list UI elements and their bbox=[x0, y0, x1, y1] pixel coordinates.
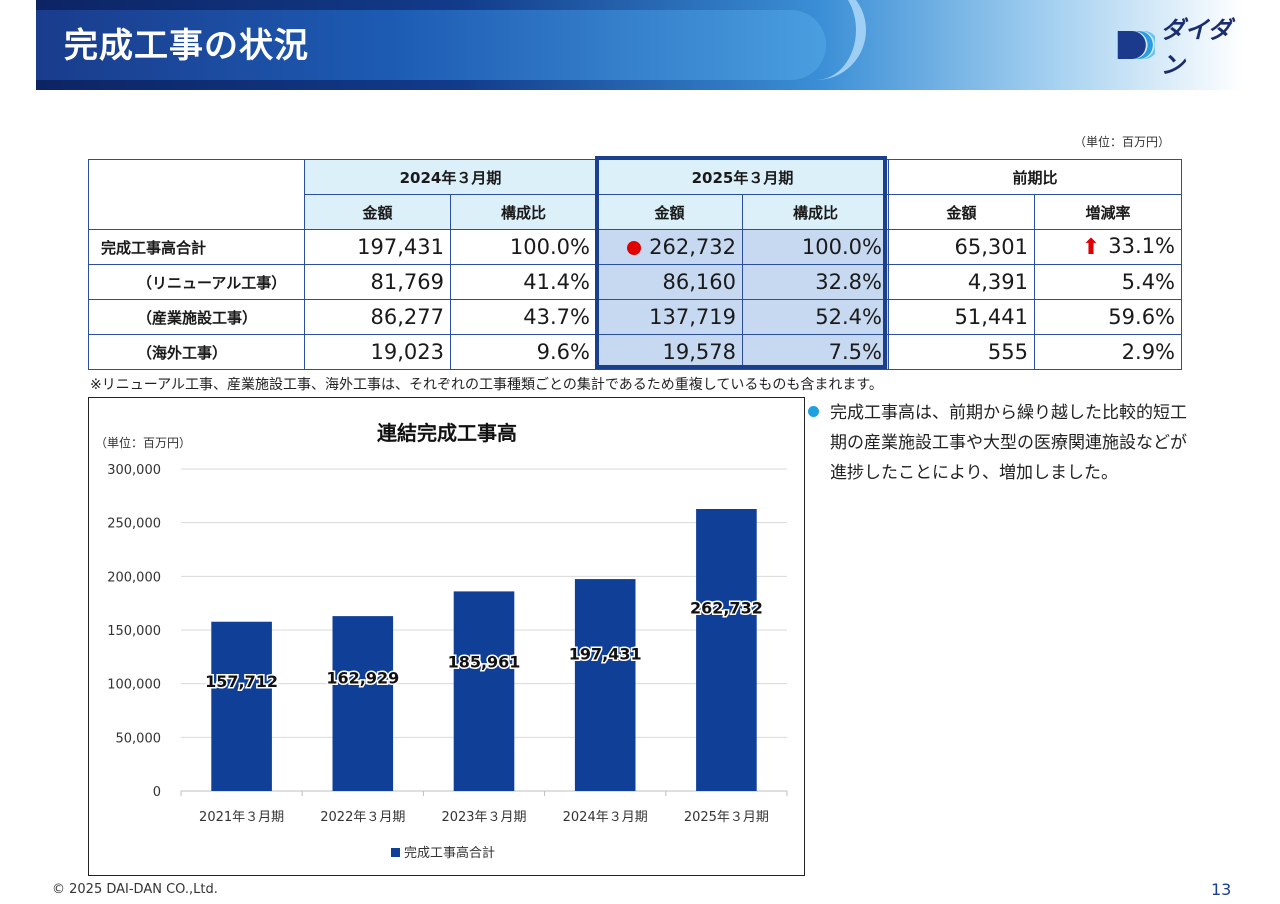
cell-value: 41.4% bbox=[450, 264, 597, 300]
copyright: © 2025 DAI-DAN CO.,Ltd. bbox=[52, 882, 218, 897]
bar-data-label: 185,961 bbox=[448, 652, 521, 671]
cell-value: 5.4% bbox=[1033, 264, 1183, 300]
bar-data-label: 262,732 bbox=[690, 599, 763, 618]
table-row: （産業施設工事） 86,277 43.7% 137,719 52.4% 51,4… bbox=[88, 299, 1183, 335]
header-band bbox=[36, 10, 826, 80]
subheader-ratio: 構成比 bbox=[742, 194, 889, 230]
table-row: （海外工事） 19,023 9.6% 19,578 7.5% 555 2.9% bbox=[88, 334, 1183, 370]
header-banner: 完成工事の状況 ダイダン bbox=[36, 0, 1244, 90]
bar-data-label: 162,929 bbox=[326, 668, 399, 687]
table-footnote: ※リニューアル工事、産業施設工事、海外工事は、それぞれの工事種類ごとの集計である… bbox=[90, 377, 883, 393]
subheader-ratio: 構成比 bbox=[450, 194, 597, 230]
cell-value: 7.5% bbox=[742, 334, 889, 370]
cell-value: 43.7% bbox=[450, 299, 597, 335]
commentary: 完成工事高は、前期から繰り越した比較的短工期の産業施設工事や大型の医療関連施設な… bbox=[808, 398, 1188, 488]
subheader-change-rate: 増減率 bbox=[1033, 194, 1183, 230]
table-row: （リニューアル工事） 81,769 41.4% 86,160 32.8% 4,3… bbox=[88, 264, 1183, 300]
bar bbox=[453, 591, 515, 791]
subheader-amount: 金額 bbox=[596, 194, 743, 230]
table-unit-label: （単位：百万円） bbox=[1073, 135, 1170, 149]
table-header-row: 2024年３月期 2025年３月期 前期比 bbox=[88, 159, 1183, 230]
logo-mark-icon bbox=[1117, 30, 1155, 60]
subheader-amount: 金額 bbox=[304, 194, 451, 230]
y-tick-label: 250,000 bbox=[107, 517, 161, 532]
y-tick-label: 0 bbox=[153, 785, 161, 800]
row-label: （産業施設工事） bbox=[88, 299, 305, 335]
x-tick-label: 2022年３月期 bbox=[320, 810, 405, 825]
subheader-amount: 金額 bbox=[888, 194, 1035, 230]
x-tick-label: 2021年３月期 bbox=[199, 810, 284, 825]
logo-text: ダイダン bbox=[1160, 16, 1232, 79]
cell-value: 197,431 bbox=[304, 229, 451, 265]
legend-swatch bbox=[391, 848, 400, 857]
cell-value: 51,441 bbox=[888, 299, 1035, 335]
x-tick-label: 2024年３月期 bbox=[563, 810, 648, 825]
results-table: 2024年３月期 2025年３月期 前期比 金額 構成比 金額 構成比 金額 増… bbox=[88, 159, 1183, 370]
bar bbox=[574, 579, 636, 791]
table-row: 完成工事高合計 197,431 100.0% 262,732 100.0% 65… bbox=[88, 229, 1183, 265]
bar-chart: 連結完成工事高 （単位：百万円） 0 50,000 100,000 150,000 20… bbox=[95, 421, 788, 861]
cell-value: 65,301 bbox=[888, 229, 1035, 265]
period-header-yoy: 前期比 bbox=[887, 159, 1183, 195]
y-tick-label: 150,000 bbox=[107, 624, 161, 639]
cell-value: 86,277 bbox=[304, 299, 451, 335]
x-tick-label: 2025年３月期 bbox=[684, 810, 769, 825]
cell-value-text: 262,732 bbox=[649, 235, 736, 259]
cell-value: 32.8% bbox=[742, 264, 889, 300]
cell-value: 2.9% bbox=[1033, 334, 1183, 370]
y-tick-label: 200,000 bbox=[107, 570, 161, 585]
bullet-icon bbox=[808, 406, 819, 417]
bar bbox=[696, 509, 757, 791]
red-dot-icon bbox=[627, 241, 642, 255]
y-tick-label: 100,000 bbox=[107, 678, 161, 693]
cell-value: 100.0% bbox=[450, 229, 597, 265]
bar-data-label: 157,712 bbox=[205, 672, 278, 691]
y-tick-label: 300,000 bbox=[107, 463, 161, 478]
row-label: 完成工事高合計 bbox=[88, 229, 305, 265]
cell-value: 262,732 bbox=[596, 229, 743, 265]
page-number: 13 bbox=[1211, 880, 1232, 899]
cell-value: 555 bbox=[888, 334, 1035, 370]
header-arc-decoration bbox=[736, 0, 866, 80]
cell-value: 100.0% bbox=[742, 229, 889, 265]
chart-title: 連結完成工事高 bbox=[377, 421, 517, 445]
y-tick-label: 50,000 bbox=[116, 731, 162, 746]
cell-value: 59.6% bbox=[1033, 299, 1183, 335]
company-logo: ダイダン bbox=[1116, 16, 1244, 79]
cell-value: ⬆ 33.1% bbox=[1033, 229, 1183, 265]
cell-value: 52.4% bbox=[742, 299, 889, 335]
bar bbox=[332, 616, 394, 791]
bar-chart-panel: 連結完成工事高 （単位：百万円） 0 50,000 100,000 150,000 20… bbox=[88, 397, 805, 876]
period-header-2024: 2024年３月期 bbox=[304, 159, 597, 195]
red-up-arrow-icon: ⬆ bbox=[1081, 234, 1101, 260]
row-label: （リニューアル工事） bbox=[88, 264, 305, 300]
cell-value: 4,391 bbox=[888, 264, 1035, 300]
x-tick-label: 2023年３月期 bbox=[441, 810, 526, 825]
cell-value-text: 33.1% bbox=[1108, 234, 1176, 259]
cell-value: 9.6% bbox=[450, 334, 597, 370]
table-corner-cell bbox=[88, 159, 305, 230]
cell-value: 19,023 bbox=[304, 334, 451, 370]
bar-data-label: 197,431 bbox=[569, 644, 642, 663]
cell-value: 81,769 bbox=[304, 264, 451, 300]
cell-value: 86,160 bbox=[596, 264, 743, 300]
commentary-text: 完成工事高は、前期から繰り越した比較的短工期の産業施設工事や大型の医療関連施設な… bbox=[830, 403, 1187, 483]
bar bbox=[211, 621, 272, 791]
legend-label: 完成工事高合計 bbox=[404, 845, 495, 861]
chart-unit-label: （単位：百万円） bbox=[95, 435, 191, 450]
row-label: （海外工事） bbox=[88, 334, 305, 370]
cell-value: 137,719 bbox=[596, 299, 743, 335]
page-title: 完成工事の状況 bbox=[64, 26, 309, 66]
period-header-2025: 2025年３月期 bbox=[596, 159, 889, 195]
table-subheader-row: 金額 構成比 金額 構成比 金額 増減率 bbox=[89, 194, 1183, 230]
cell-value: 19,578 bbox=[596, 334, 743, 370]
